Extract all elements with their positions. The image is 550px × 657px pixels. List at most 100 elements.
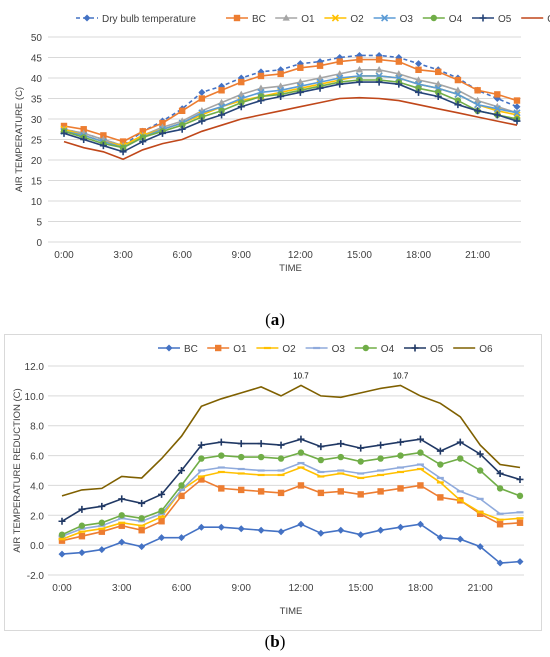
chart-a-series-bc-point xyxy=(277,70,284,78)
chart-a-series-o4-point xyxy=(454,97,462,104)
chart-b-series-bc-point xyxy=(257,526,265,534)
chart-b-series-o4-point xyxy=(496,485,504,492)
chart-b-series-o1-line xyxy=(61,478,521,542)
chart-a-series-bc-point xyxy=(80,126,87,133)
chart-a-legend-label: O3 xyxy=(400,14,414,25)
chart-b-series-o1-point xyxy=(138,527,145,534)
chart-a-series-o4-point xyxy=(435,89,442,96)
caption-b: (b) xyxy=(264,632,286,651)
chart-a-series-o4-point xyxy=(119,144,127,151)
chart-b-series-bc-point xyxy=(516,558,524,566)
chart-b-series-o1-point xyxy=(516,519,524,526)
chart-a-legend-marker xyxy=(233,14,241,22)
chart-b-series-bc-point xyxy=(397,523,405,531)
chart-a-legend-marker xyxy=(479,14,487,22)
chart-a-legend-label: O6 xyxy=(547,14,550,25)
chart-b-legend-label: O1 xyxy=(233,344,247,355)
chart-a-ytick-label: 10 xyxy=(31,197,43,208)
chart-a-series-o5-point xyxy=(415,88,423,96)
chart-b-series-o4-point xyxy=(98,519,106,526)
chart-a-series-o5-point xyxy=(119,148,127,156)
chart-a-series-bc xyxy=(60,56,521,145)
chart-b-series-o5-point xyxy=(138,499,146,507)
chart-b-y-axis-title: AIR TEMPERATURE REDUCTION (C) xyxy=(12,388,23,552)
chart-a-series-o5-point xyxy=(60,129,68,137)
chart-a-series-o1-point xyxy=(414,76,423,83)
chart-b-xtick-label: 9:00 xyxy=(231,583,251,594)
chart-b-series-bc-point xyxy=(317,529,325,537)
chart-a-series-bc-point xyxy=(474,87,481,94)
chart-b-series-o5-point xyxy=(357,444,365,452)
chart-b-ytick-label: 12.0 xyxy=(25,362,45,373)
chart-a-series-o5-point xyxy=(454,101,462,109)
chart-b-series-o4-point xyxy=(218,452,225,459)
chart-b-series-o5-point xyxy=(297,435,305,443)
chart-a-series-bc-point xyxy=(415,66,422,73)
chart-a-legend-item: O1 xyxy=(275,14,315,25)
chart-a-ytick-label: 50 xyxy=(31,33,43,44)
chart-a-series-o3-point xyxy=(474,101,482,109)
chart-b-series-o1-point xyxy=(437,494,444,501)
chart-a-series-o4-point xyxy=(139,134,146,141)
chart-a-series-o5-point xyxy=(99,142,107,150)
chart-b-xtick-label: 0:00 xyxy=(52,583,72,594)
chart-a-series-o5-point xyxy=(434,92,442,100)
chart-b-series-o5-point xyxy=(257,440,265,448)
chart-b-series-bc-point xyxy=(496,559,504,567)
chart-a-series-o5-point xyxy=(336,80,344,88)
chart-a-series-bc-point xyxy=(257,72,265,80)
chart-a-legend-label: O4 xyxy=(449,14,463,25)
chart-a-legend-item: O6 xyxy=(521,14,550,25)
chart-b-legend-item: O6 xyxy=(453,344,493,355)
chart-b-series-o5-point xyxy=(436,447,444,455)
chart-b: -2.0 0.0 2.0 4.0 6.0 8.0 10.0 12.0 0:00 3:00 6:00 9… xyxy=(0,334,550,632)
chart-b-series-bc-point xyxy=(476,543,484,551)
chart-b-series-o1-point xyxy=(476,510,484,517)
chart-a-series-o5-point xyxy=(395,80,403,88)
chart-b-series-bc-line xyxy=(61,523,521,564)
chart-b-series-o6 xyxy=(61,384,521,497)
chart-b-series-bc-point xyxy=(118,538,126,546)
chart-a-legend-item: Dry bulb temperature xyxy=(76,14,196,25)
chart-a-svg: 0 5 10 15 20 25 30 35 40 45 50 0:00 3:00 6:00 9:00 12:0… xyxy=(14,14,550,274)
chart-a-series-o4-point xyxy=(238,99,245,106)
chart-a-series-o5-point xyxy=(375,78,383,86)
chart-b-xtick-label: 6:00 xyxy=(172,583,192,594)
chart-b-series-o1-point xyxy=(277,489,285,497)
chart-b-legend-label: O2 xyxy=(282,344,296,355)
chart-b-series-bc-point xyxy=(277,528,285,536)
chart-b-series-bc-point xyxy=(217,523,225,531)
chart-b-legend-marker xyxy=(362,344,369,352)
chart-b-series-o5 xyxy=(58,435,524,525)
chart-b-series-o5-point xyxy=(456,438,464,446)
chart-a-ytick-label: 0 xyxy=(36,238,42,249)
chart-b-series-bc-point xyxy=(197,523,205,531)
chart-a-legend-marker xyxy=(83,14,91,22)
chart-b-series-bc-point xyxy=(337,526,345,534)
chart-a-series-dry-bulb-temperature-point xyxy=(415,60,423,68)
chart-b-series-o4-point xyxy=(198,455,205,462)
chart-b-series-o1-point xyxy=(357,491,364,498)
chart-b-series-o5-point xyxy=(158,490,166,498)
chart-a-series-o5-point xyxy=(277,92,285,100)
chart-b-series-o5-point xyxy=(197,441,205,449)
chart-a-series-o1-point xyxy=(316,74,324,81)
chart-b-legend-label: O3 xyxy=(332,344,346,355)
chart-a-series-o4-point xyxy=(218,107,225,115)
chart-b-legend-item: BC xyxy=(158,344,198,355)
chart-a-xtick-label: 21:00 xyxy=(465,250,490,261)
chart-a-series-bc-point xyxy=(218,87,225,94)
chart-b-xtick-label: 15:00 xyxy=(348,583,373,594)
chart-b-series-o1-point xyxy=(317,489,325,497)
chart-b-ytick-label: 0.0 xyxy=(30,541,44,552)
chart-b-series-o4-point xyxy=(457,455,464,462)
chart-b-series-bc-point xyxy=(357,531,365,539)
chart-b-series-bc-point xyxy=(416,520,424,528)
chart-b-series-o5-point xyxy=(177,467,185,474)
chart-a-legend-label: O2 xyxy=(350,14,364,25)
chart-a-xtick-label: 15:00 xyxy=(347,250,372,261)
chart-b-legend-label: O6 xyxy=(479,344,493,355)
chart-b-series-o2 xyxy=(58,466,524,541)
chart-a-ytick-label: 25 xyxy=(31,136,43,147)
chart-b-series-o4-line xyxy=(61,451,521,536)
